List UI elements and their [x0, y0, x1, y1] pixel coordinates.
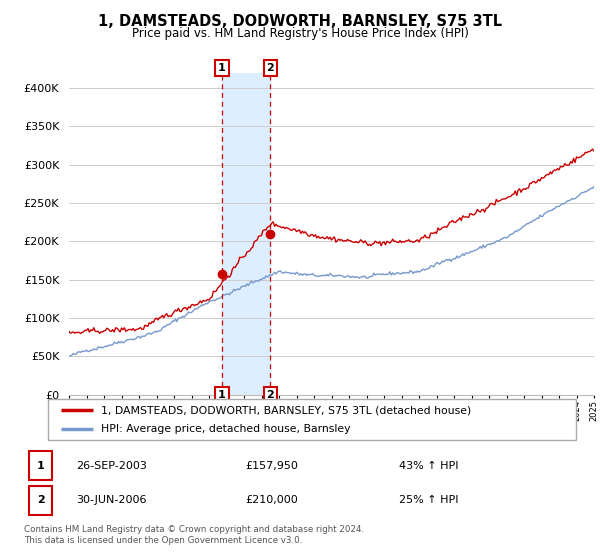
Text: 30-JUN-2006: 30-JUN-2006 — [76, 496, 147, 505]
Text: 2: 2 — [37, 496, 44, 505]
Text: £210,000: £210,000 — [245, 496, 298, 505]
Text: Contains HM Land Registry data © Crown copyright and database right 2024.
This d: Contains HM Land Registry data © Crown c… — [24, 525, 364, 545]
Text: 1: 1 — [37, 461, 44, 470]
Text: 1, DAMSTEADS, DODWORTH, BARNSLEY, S75 3TL: 1, DAMSTEADS, DODWORTH, BARNSLEY, S75 3T… — [98, 14, 502, 29]
Text: £157,950: £157,950 — [245, 461, 298, 470]
Text: 2: 2 — [266, 63, 274, 73]
Text: Price paid vs. HM Land Registry's House Price Index (HPI): Price paid vs. HM Land Registry's House … — [131, 27, 469, 40]
Text: 2: 2 — [266, 390, 274, 400]
Text: 43% ↑ HPI: 43% ↑ HPI — [400, 461, 459, 470]
Text: 1: 1 — [218, 390, 226, 400]
Text: 26-SEP-2003: 26-SEP-2003 — [76, 461, 148, 470]
Text: 1: 1 — [218, 63, 226, 73]
Text: 25% ↑ HPI: 25% ↑ HPI — [400, 496, 459, 505]
Text: HPI: Average price, detached house, Barnsley: HPI: Average price, detached house, Barn… — [101, 424, 350, 433]
Text: 1, DAMSTEADS, DODWORTH, BARNSLEY, S75 3TL (detached house): 1, DAMSTEADS, DODWORTH, BARNSLEY, S75 3T… — [101, 405, 471, 415]
Bar — [222, 73, 270, 395]
FancyBboxPatch shape — [29, 486, 52, 515]
FancyBboxPatch shape — [29, 451, 52, 480]
FancyBboxPatch shape — [48, 399, 576, 440]
